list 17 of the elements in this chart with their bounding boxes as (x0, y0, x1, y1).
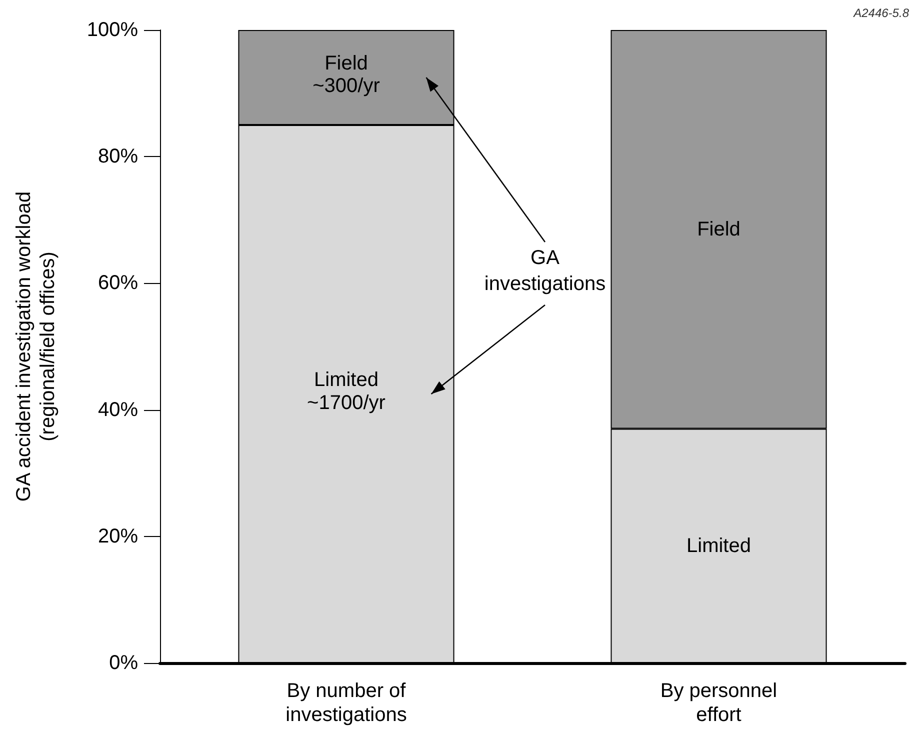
annotation: ~300/yr (312, 75, 381, 98)
x-tick-label: By personnel effort (660, 680, 778, 726)
y-tick-label: 100% (86, 19, 138, 41)
y-axis-title: GA accident investigation workload (regional/field offices) (13, 191, 59, 502)
annotation: GA investigations (483, 246, 607, 297)
y-tick-label: 60% (98, 272, 138, 294)
y-tick-label: 20% (98, 525, 138, 548)
annotation: ~1700/yr (306, 392, 386, 415)
text: A2446-5.8 (854, 6, 909, 20)
y-tick-label: 80% (98, 146, 138, 168)
text: Field (697, 218, 740, 240)
text: Limited (686, 534, 751, 557)
x-tick-label: By number of investigations (286, 680, 407, 726)
y-tick-label: 40% (98, 398, 138, 421)
series-label: Limited (314, 368, 378, 391)
series-label: Field (324, 52, 368, 74)
y-tick-label: 0% (109, 652, 138, 674)
